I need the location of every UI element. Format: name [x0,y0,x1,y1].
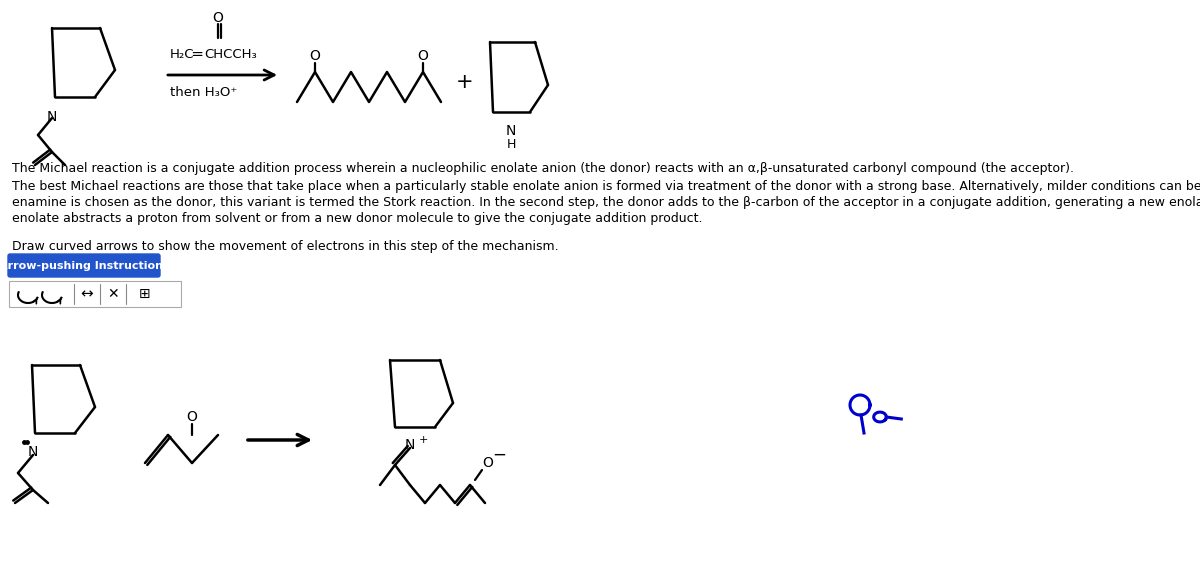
Text: H₂C: H₂C [170,49,194,62]
Text: ✕: ✕ [107,287,119,301]
Text: ↔: ↔ [80,286,94,302]
Text: enamine is chosen as the donor, this variant is termed the Stork reaction. In th: enamine is chosen as the donor, this var… [12,196,1200,209]
Text: The Michael reaction is a conjugate addition process wherein a nucleophilic enol: The Michael reaction is a conjugate addi… [12,162,1074,175]
Text: Arrow-pushing Instructions: Arrow-pushing Instructions [0,261,169,271]
Text: O: O [482,456,493,470]
Text: N: N [28,445,38,459]
Text: O: O [186,410,198,424]
Text: +: + [456,72,474,92]
Text: Draw curved arrows to show the movement of electrons in this step of the mechani: Draw curved arrows to show the movement … [12,240,559,253]
Text: ⊞: ⊞ [139,287,151,301]
Text: O: O [212,11,223,25]
Text: CHCCH₃: CHCCH₃ [204,49,257,62]
Text: N: N [404,438,415,452]
Text: enolate abstracts a proton from solvent or from a new donor molecule to give the: enolate abstracts a proton from solvent … [12,212,702,225]
Text: N: N [47,110,58,124]
FancyBboxPatch shape [8,254,160,277]
Text: The best Michael reactions are those that take place when a particularly stable : The best Michael reactions are those tha… [12,180,1200,193]
FancyBboxPatch shape [10,281,181,307]
Text: H: H [506,138,516,151]
Text: N: N [506,124,516,138]
Text: O: O [418,49,428,63]
Text: then H₃O⁺: then H₃O⁺ [170,85,238,98]
Text: O: O [310,49,320,63]
Text: +: + [419,435,427,445]
Text: −: − [492,446,506,464]
Text: ═: ═ [192,47,202,63]
